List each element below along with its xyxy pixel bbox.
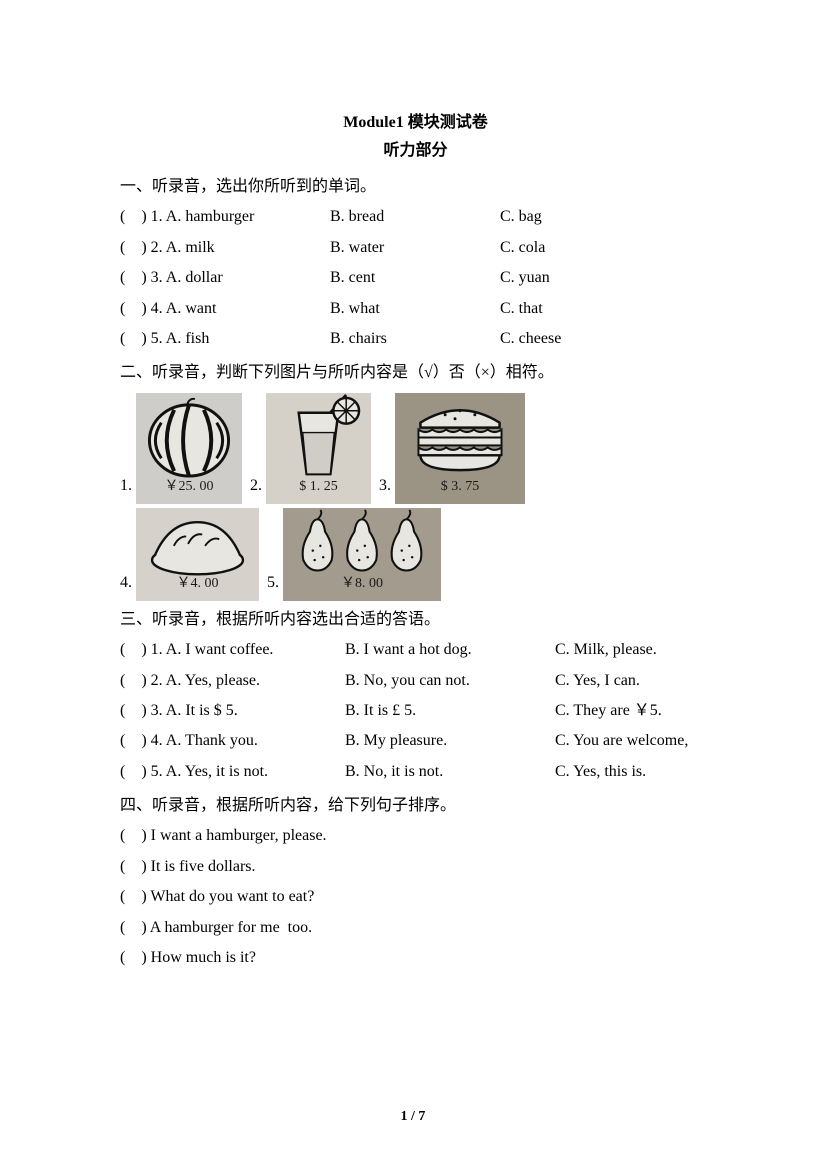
question-row: ( ) 4. A. Thank you.B. My pleasure.C. Yo…: [120, 726, 711, 756]
option-b: B. My pleasure.: [345, 726, 555, 756]
option-b: B. bread: [330, 202, 500, 232]
option-a: ( ) 2. A. Yes, please.: [120, 666, 345, 696]
option-c: C. cola: [500, 233, 680, 263]
option-c: C. Milk, please.: [555, 635, 745, 665]
hamburger-icon: $ 3. 75: [395, 393, 525, 504]
pears-icon: ￥8. 00: [283, 508, 441, 601]
question-row: ( ) 2. A. Yes, please.B. No, you can not…: [120, 666, 711, 696]
section1-heading: 一、听录音，选出你所听到的单词。: [120, 172, 711, 202]
question-row: ( ) 1. A. hamburgerB. breadC. bag: [120, 202, 711, 232]
option-c: C. bag: [500, 202, 680, 232]
section4-heading: 四、听录音，根据所听内容，给下列句子排序。: [120, 791, 711, 821]
page-number: 1 / 7: [0, 1109, 826, 1125]
question-row: ( ) 5. A. Yes, it is not.B. No, it is no…: [120, 757, 711, 787]
image-question-item: 5. ￥8. 00: [267, 508, 441, 601]
order-line: ( ) It is five dollars.: [120, 852, 711, 882]
option-b: B. cent: [330, 263, 500, 293]
option-a: ( ) 3. A. dollar: [120, 263, 330, 293]
option-c: C. They are ￥5.: [555, 696, 745, 726]
image-number: 1.: [120, 471, 132, 503]
image-question-item: 3. $ 3. 75: [379, 393, 525, 504]
option-a: ( ) 3. A. It is $ 5.: [120, 696, 345, 726]
price-label: ￥8. 00: [283, 571, 441, 598]
price-label: ￥4. 00: [136, 571, 259, 598]
image-number: 3.: [379, 471, 391, 503]
image-number: 2.: [250, 471, 262, 503]
option-c: C. You are welcome,: [555, 726, 745, 756]
option-a: ( ) 5. A. Yes, it is not.: [120, 757, 345, 787]
option-b: B. It is £ 5.: [345, 696, 555, 726]
option-c: C. that: [500, 294, 680, 324]
order-line: ( ) A hamburger for me too.: [120, 913, 711, 943]
option-a: ( ) 4. A. want: [120, 294, 330, 324]
watermelon-icon: ￥25. 00: [136, 393, 242, 504]
question-row: ( ) 5. A. fishB. chairsC. cheese: [120, 324, 711, 354]
question-row: ( ) 3. A. dollarB. centC. yuan: [120, 263, 711, 293]
bread-icon: ￥4. 00: [136, 508, 259, 601]
price-label: $ 1. 25: [266, 474, 371, 501]
price-label: ￥25. 00: [136, 474, 242, 501]
section3-heading: 三、听录音，根据所听内容选出合适的答语。: [120, 605, 711, 635]
price-label: $ 3. 75: [395, 474, 525, 501]
image-question-item: 1. ￥25. 00: [120, 393, 242, 504]
option-b: B. chairs: [330, 324, 500, 354]
question-row: ( ) 4. A. wantB. whatC. that: [120, 294, 711, 324]
option-a: ( ) 1. A. hamburger: [120, 202, 330, 232]
option-b: B. what: [330, 294, 500, 324]
image-number: 5.: [267, 568, 279, 600]
option-a: ( ) 5. A. fish: [120, 324, 330, 354]
order-line: ( ) What do you want to eat?: [120, 882, 711, 912]
page-title: Module1 模块测试卷: [120, 110, 711, 136]
option-b: B. No, you can not.: [345, 666, 555, 696]
option-a: ( ) 4. A. Thank you.: [120, 726, 345, 756]
option-c: C. yuan: [500, 263, 680, 293]
order-line: ( ) I want a hamburger, please.: [120, 821, 711, 851]
question-row: ( ) 3. A. It is $ 5.B. It is £ 5.C. They…: [120, 696, 711, 726]
question-row: ( ) 2. A. milkB. waterC. cola: [120, 233, 711, 263]
section2-heading: 二、听录音，判断下列图片与所听内容是（√）否（×）相符。: [120, 358, 711, 388]
option-b: B. water: [330, 233, 500, 263]
option-b: B. No, it is not.: [345, 757, 555, 787]
image-question-item: 2. $ 1. 25: [250, 393, 371, 504]
option-c: C. cheese: [500, 324, 680, 354]
juice-icon: $ 1. 25: [266, 393, 371, 504]
order-line: ( ) How much is it?: [120, 943, 711, 973]
image-question-item: 4. ￥4. 00: [120, 508, 259, 601]
option-b: B. I want a hot dog.: [345, 635, 555, 665]
option-c: C. Yes, this is.: [555, 757, 745, 787]
page-subtitle: 听力部分: [120, 136, 711, 166]
image-number: 4.: [120, 568, 132, 600]
question-row: ( ) 1. A. I want coffee.B. I want a hot …: [120, 635, 711, 665]
option-c: C. Yes, I can.: [555, 666, 745, 696]
option-a: ( ) 1. A. I want coffee.: [120, 635, 345, 665]
option-a: ( ) 2. A. milk: [120, 233, 330, 263]
